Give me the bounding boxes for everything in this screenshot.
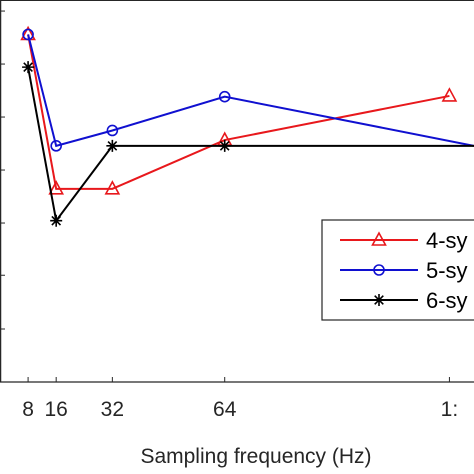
legend-label: 5-sy [426,258,468,283]
x-tick-label: 8 [22,398,34,421]
data-point-circle [22,28,34,41]
plot-series [20,25,474,227]
x-tick-label: 16 [44,398,67,421]
axes [0,0,474,383]
data-point-triangle [48,180,65,195]
data-point-circle [106,124,119,137]
legend-label: 4-sy [426,228,468,253]
data-point-circle [50,140,62,152]
x-tick-labels: 8 16 32 64 1: [22,398,458,421]
legend-label: 6-sy [426,288,468,313]
legend: 4-sy 5-sy 6-sy [321,219,474,321]
data-point-triangle [441,87,458,102]
legend-item: 6-sy [340,288,468,313]
data-point-circle [373,264,385,276]
legend-item: 4-sy [340,228,468,253]
data-point-circle [218,90,231,103]
data-point-asterisk [218,139,231,152]
x-axis-label: Sampling frequency (Hz) [140,445,371,468]
legend-item: 5-sy [340,258,468,283]
data-point-triangle [104,180,121,195]
data-point-asterisk [106,139,119,152]
series-4-sy [20,25,458,195]
series-5-sy [22,28,474,152]
data-point-asterisk [373,294,385,306]
series-line [27,34,474,148]
series-6-sy [22,61,474,227]
x-tick-label: 1: [441,398,459,421]
data-point-asterisk [50,214,63,227]
x-tick-label: 32 [101,398,124,421]
series-line [27,34,450,190]
legend-items: 4-sy 5-sy 6-sy [340,228,468,313]
data-point-triangle [371,231,387,246]
data-point-asterisk [22,61,35,74]
x-tick-label: 64 [213,398,237,421]
